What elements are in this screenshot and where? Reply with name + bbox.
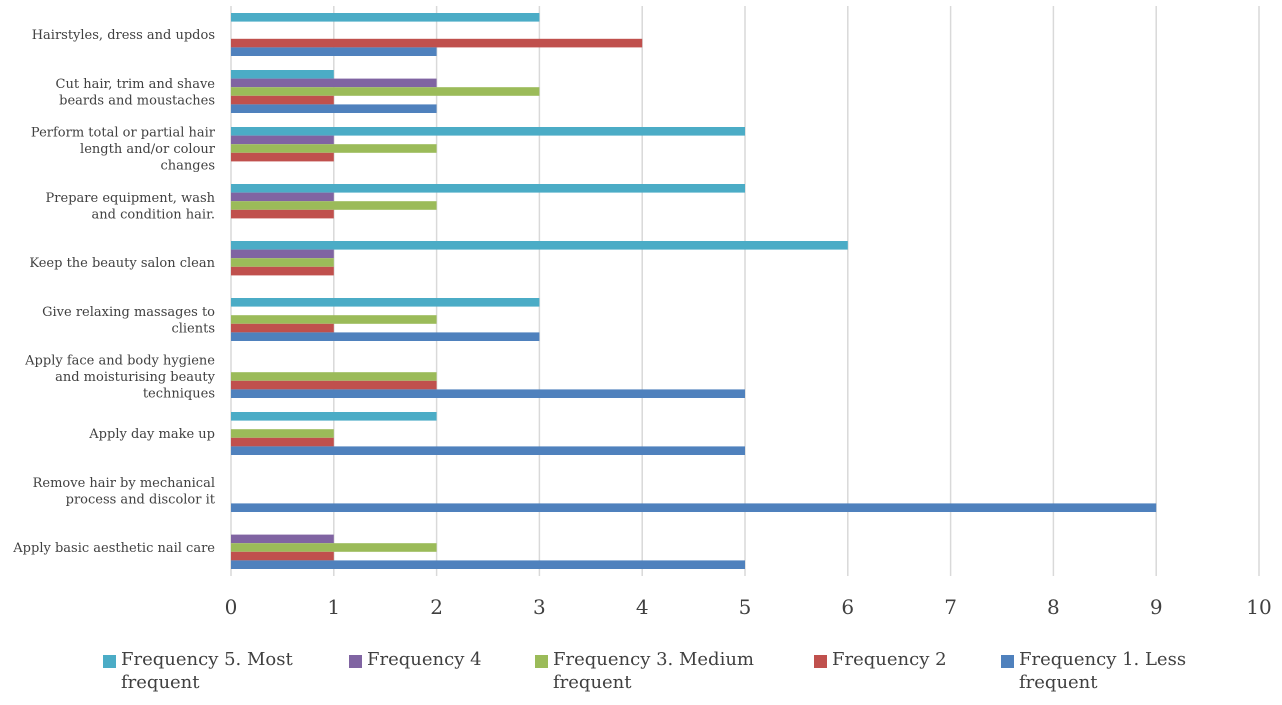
legend-label: Frequency 5. Most frequent: [121, 649, 293, 693]
bar: [231, 560, 745, 569]
legend-item: Frequency 3. Medium frequent: [535, 648, 754, 694]
legend-swatch: [1001, 655, 1014, 668]
bar: [231, 503, 1157, 512]
x-tick-label: 1: [327, 595, 340, 619]
x-tick-label: 0: [225, 595, 238, 619]
bar: [231, 78, 437, 88]
category-label: process and discolor it: [66, 492, 216, 507]
bar-chart: Hairstyles, dress and updos Cut hair, tri…: [12, 6, 1272, 619]
bar: [231, 298, 540, 307]
bar: [231, 95, 334, 105]
x-axis-tick-labels: 0 1 2 3 4 5 6 7 8 9 10: [225, 595, 1272, 619]
bar: [231, 127, 745, 136]
bar: [231, 429, 334, 438]
bar: [231, 372, 437, 381]
category-label: and moisturising beauty: [55, 370, 216, 385]
legend-swatch: [535, 655, 548, 668]
bar: [231, 534, 334, 544]
category-labels: Hairstyles, dress and updos Cut hair, tri…: [12, 28, 215, 556]
legend-swatch: [103, 655, 116, 668]
bar: [231, 192, 334, 202]
bar: [231, 144, 437, 153]
category-label: Give relaxing massages to: [42, 305, 215, 320]
bar: [231, 249, 334, 259]
category-label: techniques: [143, 387, 215, 402]
bar: [231, 241, 848, 250]
bar: [231, 412, 437, 421]
category-label: Keep the beauty salon clean: [29, 256, 215, 271]
bars: [231, 13, 1157, 569]
x-tick-label: 5: [739, 595, 752, 619]
x-tick-label: 2: [430, 595, 443, 619]
bar: [231, 13, 540, 22]
bar: [231, 184, 745, 193]
bar: [231, 446, 745, 455]
category-label: changes: [161, 159, 215, 174]
legend-label: Frequency 2: [832, 649, 947, 670]
legend-swatch: [349, 655, 362, 668]
bar: [231, 258, 334, 267]
bar: [231, 543, 437, 552]
legend-label: Frequency 3. Medium frequent: [553, 649, 754, 693]
category-label: beards and moustaches: [59, 93, 215, 108]
x-tick-label: 7: [944, 595, 957, 619]
bar: [231, 209, 334, 219]
category-label: and condition hair.: [92, 207, 215, 222]
legend-item: Frequency 2: [814, 648, 947, 671]
bar: [231, 332, 540, 341]
bar: [231, 87, 540, 96]
category-label: Prepare equipment, wash: [46, 191, 216, 206]
category-label: Hairstyles, dress and updos: [32, 28, 215, 43]
category-label: Perform total or partial hair: [31, 126, 216, 141]
x-tick-label: 9: [1150, 595, 1163, 619]
category-label: length and/or colour: [80, 142, 216, 157]
legend: Frequency 5. Most frequent Frequency 4 Freq…: [0, 648, 1282, 705]
legend-label: Frequency 4: [367, 649, 482, 670]
bar: [231, 551, 334, 561]
legend-label: Frequency 1. Less frequent: [1019, 649, 1187, 693]
legend-item: Frequency 1. Less frequent: [1001, 648, 1186, 694]
bar: [231, 104, 437, 113]
legend-item: Frequency 5. Most frequent: [103, 648, 293, 694]
category-label: Apply face and body hygiene: [24, 354, 215, 369]
x-tick-label: 8: [1047, 595, 1060, 619]
category-label: Remove hair by mechanical: [33, 476, 215, 491]
x-tick-label: 4: [636, 595, 649, 619]
x-tick-label: 6: [841, 595, 854, 619]
bar: [231, 70, 334, 79]
bar: [231, 437, 334, 447]
bar: [231, 38, 643, 48]
bar: [231, 135, 334, 145]
bar: [231, 380, 437, 390]
category-label: clients: [171, 321, 215, 336]
category-label: Apply basic aesthetic nail care: [12, 541, 215, 556]
category-label: Cut hair, trim and shave: [56, 77, 216, 92]
legend-swatch: [814, 655, 827, 668]
bar: [231, 389, 745, 398]
x-tick-label: 3: [533, 595, 546, 619]
bar: [231, 201, 437, 210]
legend-item: Frequency 4: [349, 648, 482, 671]
x-tick-label: 10: [1246, 595, 1271, 619]
category-label: Apply day make up: [88, 427, 215, 442]
bar: [231, 152, 334, 162]
bar: [231, 47, 437, 56]
bar: [231, 323, 334, 333]
bar: [231, 266, 334, 276]
bar: [231, 315, 437, 324]
